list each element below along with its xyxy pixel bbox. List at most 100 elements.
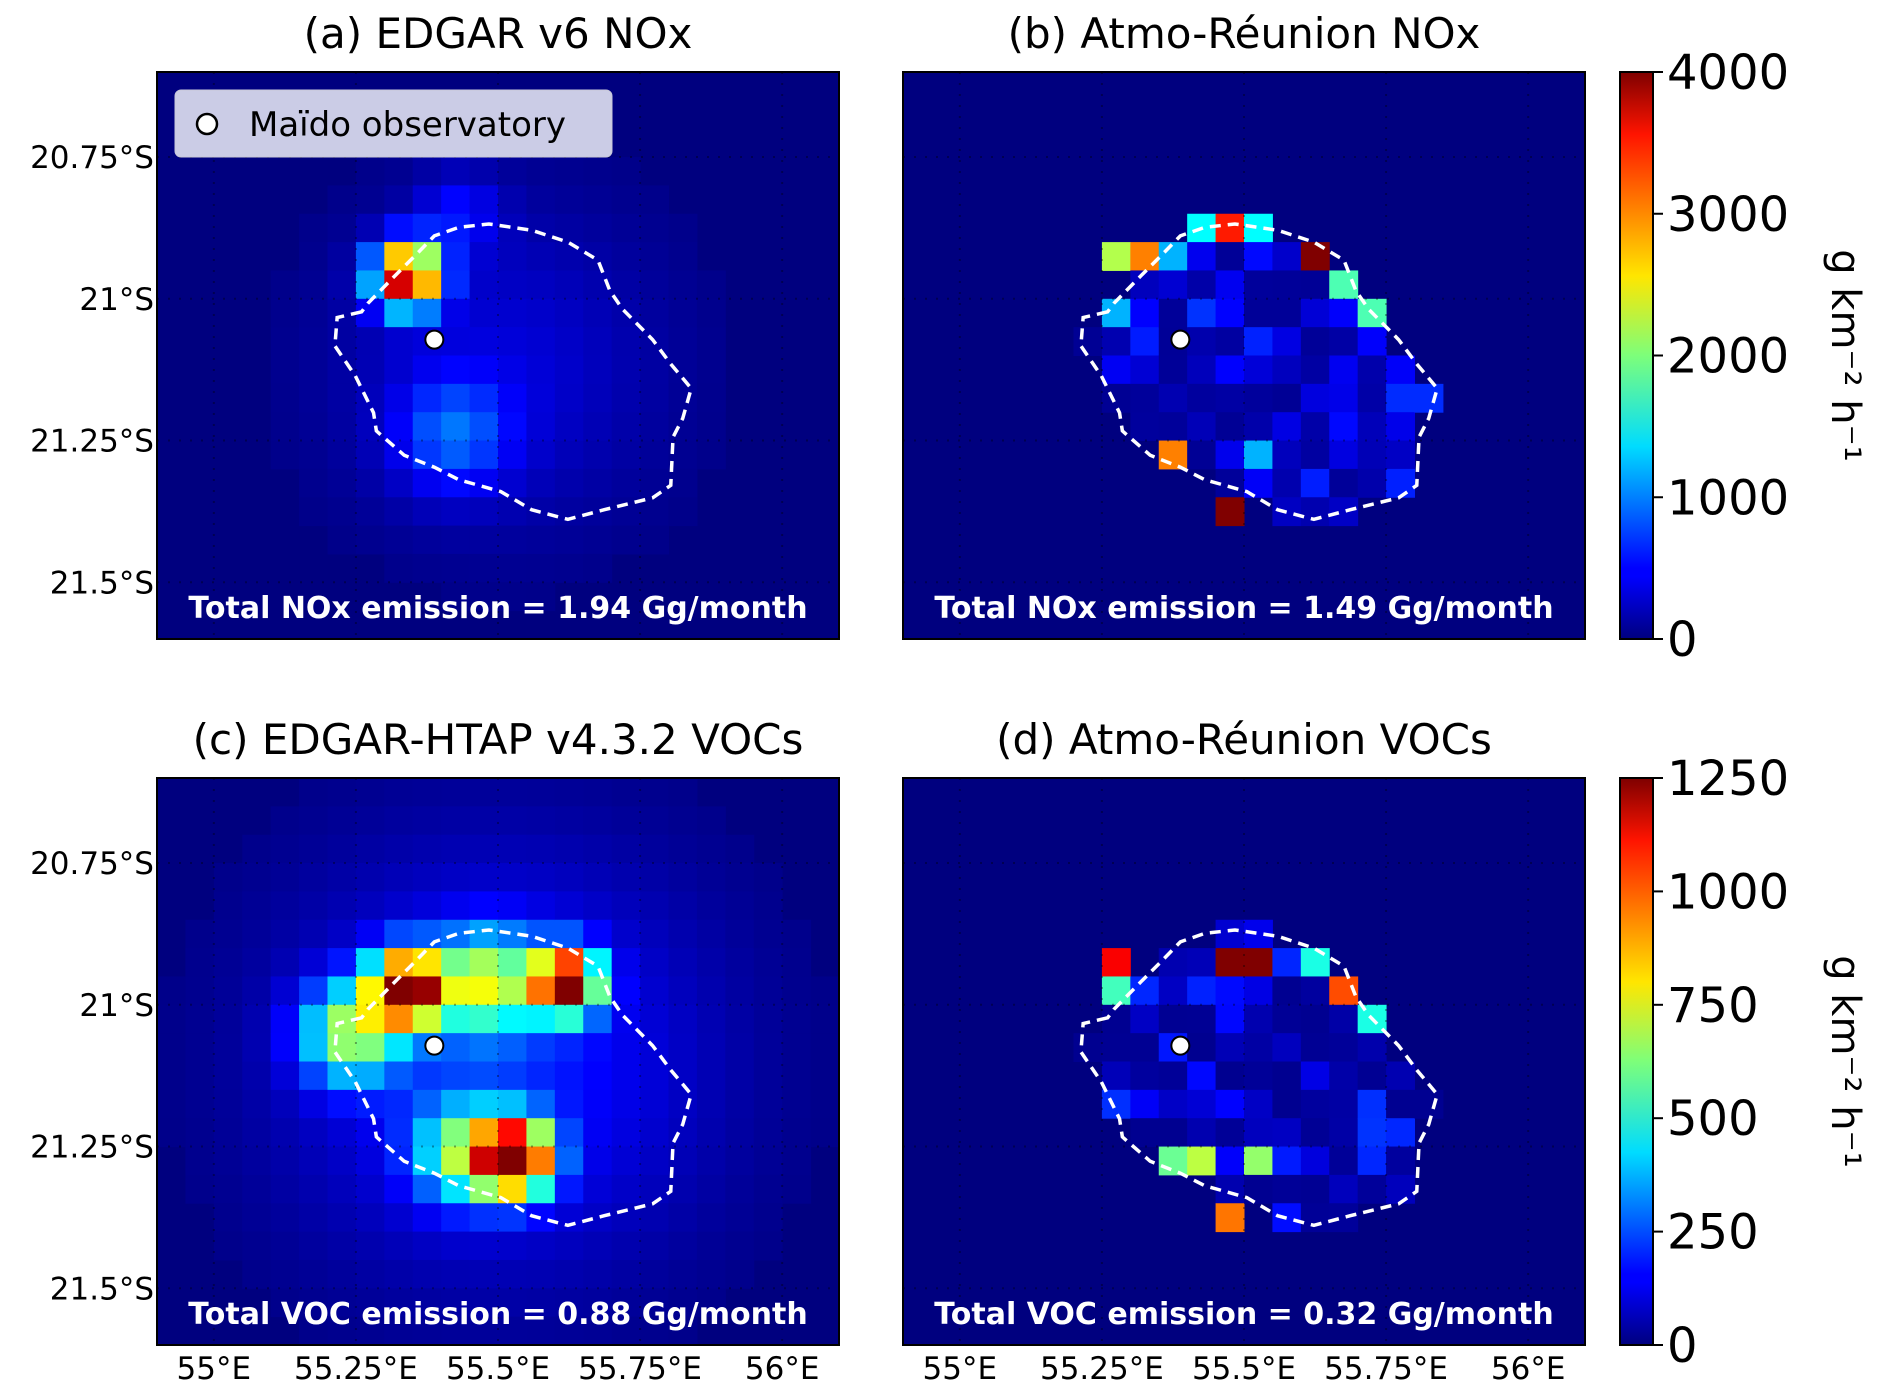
heat-cell [1244, 412, 1273, 442]
heat-cell [185, 1004, 215, 1034]
heat-cell [469, 1061, 499, 1091]
heat-cell [299, 468, 328, 498]
heat-cell [554, 553, 584, 583]
heat-cell [1300, 242, 1330, 271]
heat-cell [526, 1316, 556, 1346]
heat-cell [1244, 383, 1273, 413]
heat-cell [583, 355, 613, 385]
heat-cell [1300, 383, 1330, 413]
heat-cell [185, 1033, 215, 1062]
heat-cell [640, 1288, 669, 1318]
colorbar-gradient [1619, 71, 1654, 640]
heat-cell [696, 1146, 726, 1176]
heat-cell [299, 355, 328, 385]
heat-cell [668, 1231, 698, 1261]
heat-cell [1215, 440, 1245, 470]
heat-cell [668, 919, 698, 949]
heat-cell [1329, 1061, 1359, 1091]
heat-cell [1272, 497, 1302, 527]
heat-cell [270, 1288, 300, 1318]
heat-cell [185, 1118, 215, 1148]
heat-cell [1300, 298, 1330, 328]
heat-cell [1215, 1004, 1245, 1034]
heat-cell [299, 948, 328, 977]
heat-cell [441, 1089, 471, 1119]
heat-cell [299, 1231, 328, 1261]
heat-cell [327, 806, 357, 836]
heat-cell [1187, 355, 1217, 385]
heat-cell [782, 919, 812, 949]
heat-cell [270, 863, 300, 892]
heat-cell [583, 525, 613, 555]
heat-cell [526, 834, 556, 864]
heat-cell [611, 976, 641, 1006]
heat-cell [526, 806, 556, 836]
heat-cell [157, 1004, 186, 1034]
heat-cell [554, 298, 584, 328]
heat-cell [696, 1118, 726, 1148]
heat-cell [469, 1004, 499, 1034]
x-tick-label: 55.5°E [446, 1351, 550, 1387]
heat-cell [696, 1288, 726, 1318]
heat-cell [1357, 1174, 1387, 1204]
colorbar-nox: 0 1000 2000 3000 4000 g km⁻² h⁻¹ [1619, 45, 1868, 668]
heat-cell [583, 834, 613, 864]
maido-observatory-marker [424, 329, 445, 350]
heat-cell [526, 1118, 556, 1148]
heat-cell [725, 919, 755, 949]
heat-cell [1130, 1089, 1160, 1119]
heat-cell [1357, 440, 1387, 470]
heat-cell [554, 497, 584, 527]
heat-cell [611, 948, 641, 977]
heat-cell [327, 383, 357, 413]
heat-cell [1187, 1033, 1217, 1062]
heat-cell [668, 976, 698, 1006]
heat-cell [213, 1231, 243, 1261]
heat-cell [384, 1089, 414, 1119]
heat-cell [1300, 497, 1330, 527]
panel-b: (b) Atmo-Réunion NOx Total NOx emission =… [902, 9, 1586, 640]
heat-cell [355, 1033, 385, 1062]
heat-cell [753, 1203, 783, 1233]
heat-cell [355, 213, 385, 243]
heat-cell [1357, 412, 1387, 442]
colorbar-tick-label: 0 [1667, 1318, 1698, 1374]
heat-cell [611, 863, 641, 892]
heat-cell [668, 1203, 698, 1233]
heat-cell [1130, 1004, 1160, 1034]
heat-cell [640, 242, 669, 271]
heat-cell [1386, 355, 1415, 385]
heat-cell [1187, 976, 1217, 1006]
heat-cell [583, 1004, 613, 1034]
heat-cell [469, 948, 499, 977]
heat-cell [412, 778, 442, 807]
heat-cell [526, 327, 556, 356]
heat-cell [526, 891, 556, 921]
heat-cell [583, 327, 613, 356]
heat-cell [327, 1118, 357, 1148]
heat-cell [441, 806, 471, 836]
colorbar-tick-label: 1000 [1667, 864, 1789, 920]
heat-cell [810, 1089, 840, 1119]
heat-cell [611, 891, 641, 921]
legend-label: Maïdo observatory [249, 105, 566, 145]
heat-cell [327, 355, 357, 385]
heat-cell [696, 1174, 726, 1204]
heat-cell [1158, 1146, 1188, 1176]
heat-cell [583, 553, 613, 583]
heat-cell [554, 1033, 584, 1062]
heat-cell [753, 1231, 783, 1261]
heat-cell [1414, 383, 1444, 413]
heat-cell [1300, 412, 1330, 442]
heat-cell [1300, 1174, 1330, 1204]
heat-cell [384, 976, 414, 1006]
heat-cell [213, 891, 243, 921]
heat-cell [1130, 1118, 1160, 1148]
heat-cell [412, 1089, 442, 1119]
heat-cell [355, 355, 385, 385]
heat-cell [554, 1316, 584, 1346]
heat-cell [1158, 412, 1188, 442]
heat-cell [611, 1118, 641, 1148]
heat-cell [384, 525, 414, 555]
heat-cell [1101, 1089, 1131, 1119]
